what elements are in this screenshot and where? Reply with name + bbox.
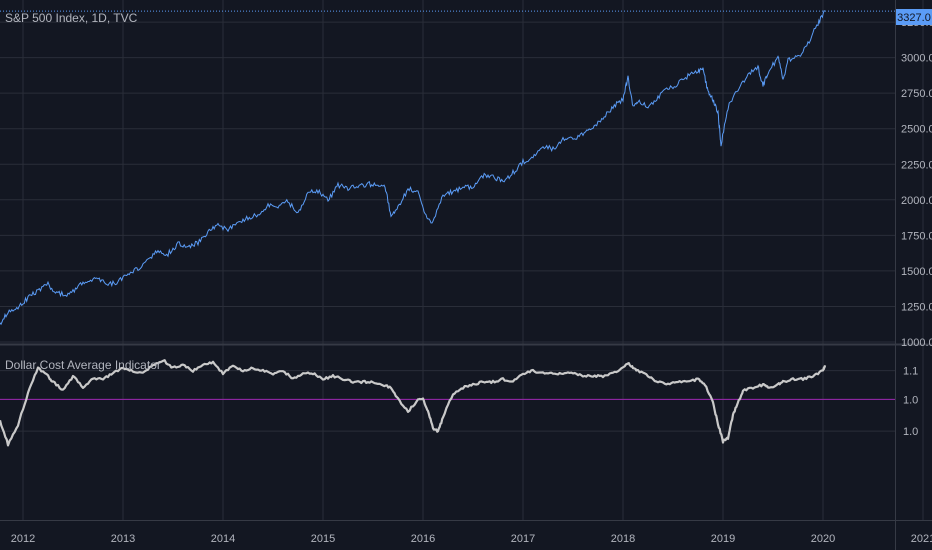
last-price-label: 3327.0 [896,9,932,25]
indicator-series-line [0,359,827,447]
reference-layer [0,10,896,400]
y-tick-label: 1000.0 [901,337,932,349]
x-tick-label: 2017 [511,533,535,545]
series-layer [0,10,827,447]
grid-layer [0,0,924,520]
price-chart-title: S&P 500 Index, 1D, TVC [5,11,138,25]
y-tick-label: 1750.0 [901,230,932,242]
x-tick-label: 2018 [611,533,635,545]
price-series-line [0,10,826,326]
x-tick-label: 2013 [111,533,135,545]
x-tick-label: 2019 [711,533,735,545]
y-tick-label: 2000.0 [901,195,932,207]
y-tick-label: 1500.0 [901,266,932,278]
x-tick-label: 2016 [411,533,435,545]
y-tick-label: 1250.0 [901,301,932,313]
last-price-value: 3327.0 [897,12,931,24]
indicator-title: Dollar Cost Average Indicator [5,358,161,372]
y-tick-label: 1.0 [903,426,918,438]
x-tick-label: 2015 [311,533,335,545]
x-tick-label: 2020 [811,533,835,545]
x-tick-label: 2014 [211,533,235,545]
y-tick-label: 2250.0 [901,159,932,171]
y-tick-label: 1.0 [903,394,918,406]
y-tick-label: 2500.0 [901,124,932,136]
y-tick-label: 1.1 [903,366,918,378]
y-tick-label: 3000.0 [901,53,932,65]
y-tick-label: 2750.0 [901,88,932,100]
x-tick-label: 2012 [11,533,35,545]
label-layer: 2012 2013 2014 2015 2016 2017 2018 2019 2020 202 1… [11,17,932,545]
